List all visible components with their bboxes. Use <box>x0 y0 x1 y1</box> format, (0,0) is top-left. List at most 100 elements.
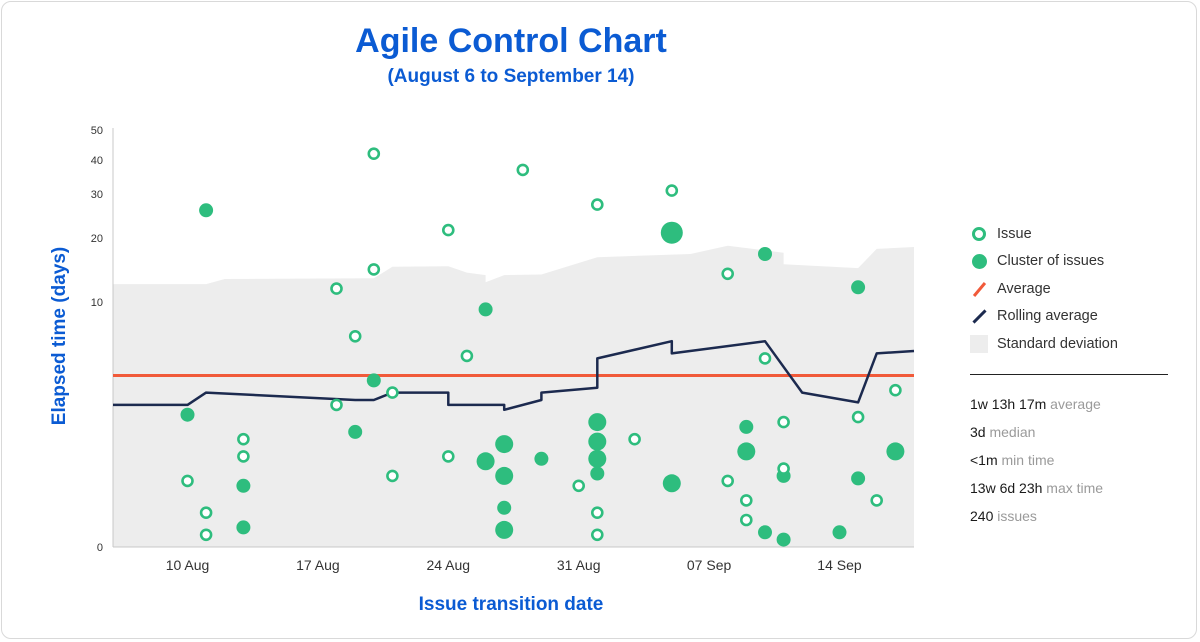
issue-point <box>441 223 455 237</box>
cluster-point <box>758 247 772 261</box>
issue-point <box>590 528 604 542</box>
y-tick-label: 20 <box>91 233 103 245</box>
stat-issue-count: 240 issues <box>970 508 1170 536</box>
x-tick-label: 17 Aug <box>296 557 340 573</box>
std-dev-band <box>113 245 914 547</box>
cluster-point <box>588 449 607 468</box>
x-tick-label: 10 Aug <box>166 557 210 573</box>
x-tick-label: 24 Aug <box>426 557 470 573</box>
stat-label: median <box>989 424 1036 440</box>
rolling-average-line-icon <box>970 307 988 325</box>
cluster-point <box>662 474 681 493</box>
stat-label: average <box>1050 396 1101 412</box>
cluster-point <box>478 302 493 317</box>
stat-median: 3d median <box>970 424 1170 452</box>
y-tick-label: 40 <box>91 155 103 167</box>
issue-marker-icon <box>972 226 986 241</box>
legend-item-issue[interactable]: Issue <box>970 220 1170 248</box>
y-tick-label: 30 <box>91 189 103 201</box>
cluster-point <box>495 435 514 454</box>
issue-point <box>367 263 381 276</box>
stat-label: min time <box>1001 452 1055 468</box>
legend-label-average: Average <box>997 280 1051 297</box>
stat-value: 3d <box>970 424 986 440</box>
stat-value: <1m <box>970 452 998 468</box>
stats-divider <box>970 374 1168 375</box>
cluster-point <box>588 432 607 451</box>
cluster-point <box>737 442 756 461</box>
issue-point <box>199 506 213 520</box>
cluster-point <box>366 373 381 388</box>
rolling-average-group <box>113 339 915 412</box>
stat-label: issues <box>997 508 1037 524</box>
issue-point <box>330 398 343 412</box>
x-tick-label: 14 Sep <box>817 557 862 573</box>
issue-point <box>460 349 474 363</box>
cluster-point <box>776 532 791 547</box>
legend-item-rolling-average[interactable]: Rolling average <box>970 303 1170 331</box>
x-axis-label: Issue transition date <box>418 594 604 615</box>
legend-item-cluster[interactable]: Cluster of issues <box>970 248 1170 276</box>
cluster-marker-icon <box>972 253 987 269</box>
legend-label-std-dev: Standard deviation <box>997 335 1118 352</box>
cluster-point <box>660 221 683 244</box>
cluster-point <box>476 452 495 471</box>
issue-point <box>199 528 213 542</box>
y-tick-label: 50 <box>91 125 103 137</box>
cluster-point <box>236 520 251 535</box>
issue-point <box>739 494 753 507</box>
std-dev-swatch-icon <box>970 334 988 353</box>
issue-point <box>237 432 250 446</box>
issue-point <box>665 184 679 197</box>
issue-point <box>330 282 343 295</box>
issue-point <box>777 462 790 475</box>
x-tick-label: 31 Aug <box>557 557 601 573</box>
issue-point <box>516 163 530 177</box>
issue-point <box>739 513 753 527</box>
issue-point <box>777 415 790 429</box>
issue-point <box>441 450 455 463</box>
average-line-icon <box>970 280 988 298</box>
legend-item-average[interactable]: Average <box>970 275 1170 303</box>
issue-point <box>590 198 604 211</box>
cluster-point <box>236 478 251 493</box>
issue-point <box>628 432 641 446</box>
std-dev-band-group <box>113 245 914 547</box>
cluster-point <box>495 520 514 539</box>
issue-point <box>181 474 194 488</box>
issue-point <box>870 494 884 507</box>
y-tick-label: 0 <box>97 542 103 554</box>
issue-point <box>572 479 586 493</box>
axes-group: 0 10 20 30 40 50 10 Aug 17 Aug 24 Aug 31 Aug 07 Se… <box>91 125 914 573</box>
cluster-point <box>851 280 866 295</box>
stat-value: 1w 13h 17m <box>970 396 1047 412</box>
cluster-point <box>348 424 363 439</box>
rolling-average-line <box>113 339 915 412</box>
cluster-point <box>588 413 607 432</box>
stat-min-time: <1m min time <box>970 452 1170 480</box>
legend-item-std-dev[interactable]: Standard deviation <box>970 330 1170 358</box>
cluster-point <box>851 471 866 486</box>
chart-title: Agile Control Chart <box>355 22 667 60</box>
cluster-point <box>495 466 514 485</box>
issue-point <box>367 147 381 160</box>
issue-point <box>758 352 772 365</box>
issue-point <box>590 506 604 520</box>
issue-point <box>237 450 250 463</box>
points-group <box>180 147 905 547</box>
issue-point <box>386 386 399 399</box>
cluster-point <box>199 203 214 218</box>
stat-max-time: 13w 6d 23h max time <box>970 480 1170 508</box>
legend-label-issue: Issue <box>997 225 1032 242</box>
stat-value: 13w 6d 23h <box>970 480 1043 496</box>
legend-label-rolling-average: Rolling average <box>997 308 1098 325</box>
cluster-point <box>180 407 195 422</box>
legend: Issue Cluster of issues Average Rolling … <box>970 220 1170 358</box>
issue-point <box>889 383 902 397</box>
issue-point <box>851 410 865 424</box>
legend-label-cluster: Cluster of issues <box>997 253 1105 270</box>
cluster-point <box>758 525 772 540</box>
stat-label: max time <box>1046 480 1104 496</box>
x-tick-label: 07 Sep <box>687 557 732 573</box>
